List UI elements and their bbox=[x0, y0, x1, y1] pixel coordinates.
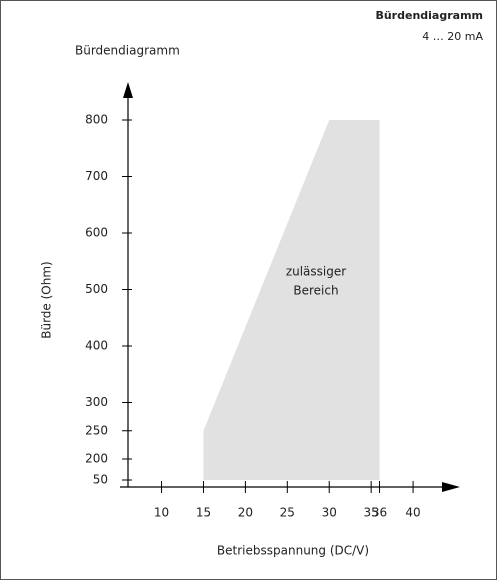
x-tick-label: 20 bbox=[238, 506, 253, 520]
y-axis-arrow bbox=[123, 82, 133, 98]
y-tick-label: 300 bbox=[85, 395, 108, 409]
x-tick-label: 35 bbox=[364, 506, 379, 520]
x-axis-label: Betriebsspannung (DC/V) bbox=[217, 544, 369, 558]
header-subtitle: 4 … 20 mA bbox=[422, 30, 483, 43]
x-axis-arrow bbox=[442, 482, 460, 492]
x-tick-label: 25 bbox=[280, 506, 295, 520]
y-tick-label: 400 bbox=[85, 339, 108, 353]
allowed-region bbox=[203, 120, 380, 480]
y-tick-label: 50 bbox=[93, 473, 108, 487]
y-tick-label: 200 bbox=[85, 452, 108, 466]
annotation: zulässiger bbox=[286, 265, 346, 279]
x-tick-label: 40 bbox=[405, 506, 420, 520]
y-tick-label: 600 bbox=[85, 226, 108, 240]
x-tick-label: 36 bbox=[372, 506, 387, 520]
y-tick-label: 800 bbox=[85, 113, 108, 127]
x-tick-label: 30 bbox=[322, 506, 337, 520]
y-tick-label: 250 bbox=[85, 423, 108, 437]
chart-title: Bürdendiagramm bbox=[75, 44, 180, 58]
x-tick-label: 10 bbox=[154, 506, 169, 520]
y-tick-label: 500 bbox=[85, 282, 108, 296]
y-tick-label: 700 bbox=[85, 169, 108, 183]
y-axis-label: Bürde (Ohm) bbox=[40, 261, 54, 338]
annotation: Bereich bbox=[293, 284, 338, 298]
header-title: Bürdendiagramm bbox=[375, 9, 483, 22]
x-tick-label: 15 bbox=[196, 506, 211, 520]
